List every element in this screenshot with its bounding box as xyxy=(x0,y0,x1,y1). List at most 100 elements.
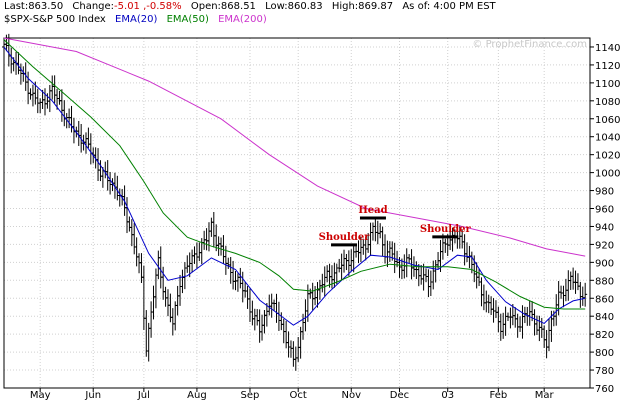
price-bar xyxy=(197,242,202,262)
price-bar xyxy=(583,282,588,307)
price-bar xyxy=(462,234,467,266)
price-bar xyxy=(414,261,419,280)
price-bar xyxy=(127,216,132,232)
price-bar xyxy=(272,299,277,311)
price-bar xyxy=(496,306,501,333)
price-bar xyxy=(479,277,484,307)
x-tick-label: Jun xyxy=(84,390,101,400)
y-tick-label: 1060 xyxy=(595,115,620,126)
price-bar xyxy=(286,331,291,358)
price-bar xyxy=(255,309,260,326)
price-bar xyxy=(88,133,93,165)
price-bar xyxy=(508,307,513,329)
indicator-lines xyxy=(3,37,586,326)
price-bar xyxy=(559,285,564,299)
price-bar xyxy=(151,285,156,320)
legend: $SPX-S&P 500 Index EMA(20) EMA(50) EMA(2… xyxy=(4,14,267,26)
price-bar xyxy=(518,316,523,332)
price-bar xyxy=(211,212,216,248)
x-tick-label: Aug xyxy=(187,390,207,400)
price-bar xyxy=(539,317,544,338)
ema50-line xyxy=(3,39,586,310)
price-bar xyxy=(62,100,67,127)
price-bar xyxy=(291,341,296,367)
price-bar xyxy=(50,75,55,100)
price-bar xyxy=(64,113,69,129)
change-value: -5.01 ,-0.58% xyxy=(114,1,182,12)
price-bar xyxy=(260,314,265,341)
price-bar xyxy=(547,318,552,352)
watermark: © ProphetFinance.com xyxy=(472,39,587,50)
price-bar xyxy=(194,242,199,269)
as-of-time: As of: 4:00 PM EST xyxy=(402,1,496,12)
price-bar xyxy=(163,286,168,307)
price-bar xyxy=(373,217,378,242)
price-bar xyxy=(168,293,173,323)
price-bar xyxy=(520,305,525,339)
x-tick-label: Sep xyxy=(241,390,260,400)
price-bar xyxy=(571,267,576,290)
y-tick-label: 940 xyxy=(595,222,614,233)
y-tick-label: 1000 xyxy=(595,169,620,180)
price-bar xyxy=(484,290,489,313)
price-bar xyxy=(175,285,180,316)
price-bar xyxy=(339,253,344,280)
y-tick-label: 800 xyxy=(595,348,614,359)
price-bar xyxy=(108,171,113,195)
price-bar xyxy=(498,313,503,341)
price-bar xyxy=(134,237,139,267)
price-bar xyxy=(303,299,308,332)
y-tick-label: 1020 xyxy=(595,151,620,162)
price-bar xyxy=(35,88,40,114)
legend-ema200: EMA(200) xyxy=(218,14,267,25)
price-bar xyxy=(320,273,325,293)
price-bar xyxy=(416,264,421,287)
price-bar xyxy=(190,249,195,273)
price-bar xyxy=(235,273,240,292)
price-bar xyxy=(139,253,144,284)
price-bar xyxy=(269,293,274,318)
price-bar xyxy=(228,257,233,284)
pattern-annotations: Shoulder Head Shoulder xyxy=(319,205,471,247)
price-bar xyxy=(580,286,585,306)
price-bar xyxy=(132,223,137,255)
price-bar xyxy=(301,313,306,340)
price-bar xyxy=(421,263,426,291)
y-tick-label: 1120 xyxy=(595,61,620,72)
y-tick-label: 1140 xyxy=(595,43,620,54)
price-bar xyxy=(332,262,337,288)
price-bar xyxy=(310,282,315,311)
legend-ema50: EMA(50) xyxy=(166,14,209,25)
price-bar xyxy=(112,172,117,199)
annotation-label: Shoulder xyxy=(319,232,371,243)
price-bar xyxy=(561,285,566,308)
legend-symbol: $SPX-S&P 500 Index xyxy=(4,14,106,25)
price-bar xyxy=(267,294,272,316)
price-bar xyxy=(250,300,255,326)
legend-ema20: EMA(20) xyxy=(115,14,158,25)
price-bar xyxy=(501,312,506,339)
price-bar xyxy=(226,257,231,269)
price-bar xyxy=(433,260,438,283)
price-bar xyxy=(100,166,105,188)
y-tick-label: 840 xyxy=(595,312,614,323)
x-tick-label: Feb xyxy=(490,390,508,400)
price-bar xyxy=(566,270,571,301)
price-bar xyxy=(59,89,64,122)
x-tick-label: Dec xyxy=(390,390,409,400)
x-tick-label: Mar xyxy=(535,390,555,400)
price-bar xyxy=(493,300,498,319)
price-bar xyxy=(209,217,214,237)
y-tick-label: 760 xyxy=(595,384,614,395)
grid xyxy=(4,38,590,389)
price-bar xyxy=(532,309,537,336)
change-label: Change: xyxy=(72,1,115,12)
price-bars xyxy=(2,33,588,371)
x-tick-label: Oct xyxy=(290,390,307,400)
y-axis: 760 780 800 820 840 860 880 900 920 940 960 980 1000… xyxy=(590,43,620,395)
price-bar xyxy=(9,47,14,74)
price-bar xyxy=(247,288,252,322)
price-bar xyxy=(568,271,573,290)
price-bar xyxy=(322,266,327,297)
